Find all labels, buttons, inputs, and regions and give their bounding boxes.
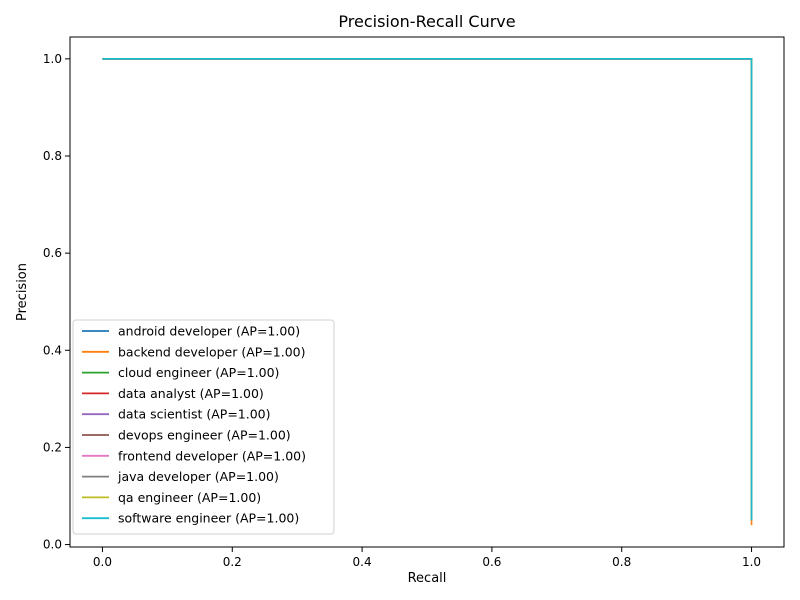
legend-label-2: cloud engineer (AP=1.00) bbox=[118, 365, 279, 380]
series-layer bbox=[102, 58, 753, 526]
legend-label-3: data analyst (AP=1.00) bbox=[118, 386, 264, 401]
x-tick-label-5: 1.0 bbox=[742, 555, 761, 569]
legend-label-8: qa engineer (AP=1.00) bbox=[118, 490, 261, 505]
y-tick-label-5: 1.0 bbox=[43, 52, 62, 66]
y-axis-label: Precision bbox=[15, 263, 30, 321]
x-axis-ticks: 0.0 0.2 0.4 0.6 0.8 1.0 bbox=[93, 547, 761, 569]
legend-label-6: frontend developer (AP=1.00) bbox=[118, 448, 306, 463]
legend: android developer (AP=1.00) backend devel… bbox=[72, 319, 335, 535]
x-axis-label: Recall bbox=[408, 571, 447, 586]
legend-label-1: backend developer (AP=1.00) bbox=[118, 344, 306, 359]
legend-label-4: data scientist (AP=1.00) bbox=[118, 407, 271, 422]
y-tick-label-1: 0.2 bbox=[43, 440, 62, 454]
legend-label-9: software engineer (AP=1.00) bbox=[118, 511, 299, 526]
x-tick-label-3: 0.6 bbox=[482, 555, 501, 569]
legend-label-0: android developer (AP=1.00) bbox=[118, 324, 300, 339]
y-tick-label-3: 0.6 bbox=[43, 246, 62, 260]
y-tick-label-4: 0.8 bbox=[43, 149, 62, 163]
axes-frame bbox=[69, 36, 785, 548]
x-tick-label-0: 0.0 bbox=[93, 555, 112, 569]
chart-title: Precision-Recall Curve bbox=[338, 12, 515, 31]
series-line-9 bbox=[102, 58, 753, 521]
x-tick-label-4: 0.8 bbox=[612, 555, 631, 569]
x-tick-label-2: 0.4 bbox=[353, 555, 372, 569]
axes-border bbox=[69, 36, 785, 548]
legend-items: android developer (AP=1.00) backend devel… bbox=[82, 324, 306, 526]
y-axis-ticks: 0.0 0.2 0.4 0.6 0.8 1.0 bbox=[43, 52, 70, 552]
legend-box bbox=[72, 319, 335, 535]
y-tick-label-2: 0.4 bbox=[43, 343, 62, 357]
legend-label-7: java developer (AP=1.00) bbox=[117, 469, 279, 484]
x-tick-label-1: 0.2 bbox=[223, 555, 242, 569]
legend-label-5: devops engineer (AP=1.00) bbox=[118, 428, 291, 443]
y-tick-label-0: 0.0 bbox=[43, 538, 62, 552]
